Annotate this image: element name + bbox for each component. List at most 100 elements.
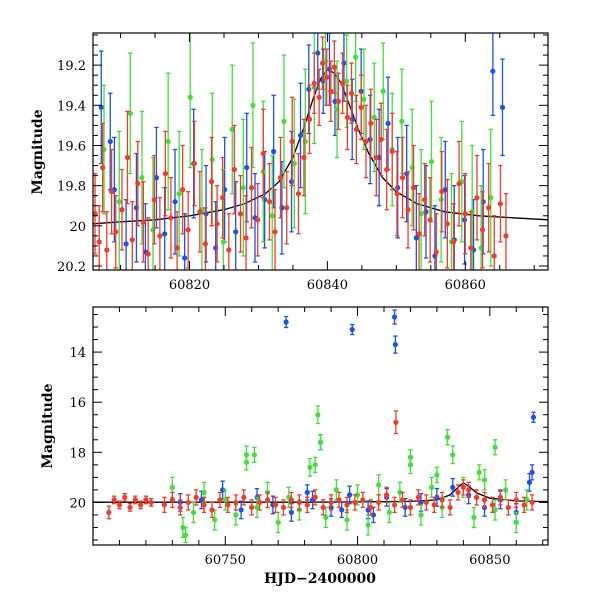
- data-point: [491, 253, 497, 259]
- data-point: [208, 179, 215, 185]
- data-point: [165, 138, 171, 145]
- data-point: [328, 88, 334, 94]
- data-point: [312, 494, 318, 500]
- data-point: [123, 241, 129, 247]
- data-point: [490, 68, 496, 74]
- data-point: [513, 519, 519, 526]
- top-panel-zoom-plot: 60820 60840 60860 19.2 19.4 19.6 19.8 20 20.2 Ma…: [30, 32, 549, 293]
- data-point: [275, 519, 281, 526]
- data-point: [344, 502, 350, 508]
- data-point: [148, 499, 154, 506]
- data-point: [402, 504, 408, 511]
- data-point: [323, 514, 329, 521]
- data-point: [168, 215, 174, 221]
- data-point: [169, 484, 175, 490]
- data-point: [161, 502, 168, 508]
- data-point: [190, 509, 197, 516]
- data-point: [320, 504, 326, 511]
- data-point: [244, 164, 250, 171]
- data-point: [386, 509, 392, 516]
- data-point: [444, 221, 450, 227]
- data-point: [243, 235, 249, 241]
- data-point: [111, 497, 117, 503]
- bottom-y-axis-label: Magnitude: [40, 383, 56, 468]
- data-point: [127, 504, 133, 511]
- data-point: [197, 209, 203, 215]
- data-point: [202, 241, 208, 247]
- data-point: [503, 487, 509, 493]
- data-point: [151, 197, 157, 203]
- data-point: [281, 118, 287, 124]
- data-point: [489, 502, 496, 508]
- data-point: [481, 477, 488, 483]
- data-point: [423, 499, 429, 506]
- data-point: [233, 512, 239, 518]
- data-point: [521, 502, 527, 508]
- data-point: [418, 512, 424, 518]
- data-point: [384, 492, 390, 498]
- data-point: [116, 199, 122, 205]
- data-point: [217, 497, 223, 503]
- data-point: [349, 116, 355, 122]
- data-point: [349, 326, 355, 333]
- data-point: [185, 499, 191, 506]
- data-point: [410, 185, 417, 191]
- data-point: [499, 104, 506, 110]
- data-point: [119, 207, 125, 213]
- data-point: [319, 60, 326, 66]
- series-1: [101, 33, 494, 270]
- data-point: [251, 452, 257, 458]
- data-point: [248, 185, 255, 191]
- data-point: [297, 132, 304, 139]
- data-point: [373, 154, 379, 161]
- data-point: [296, 499, 302, 506]
- y-tick-label: 19.4: [57, 99, 86, 114]
- data-point: [486, 205, 492, 211]
- bottom-panel-full-plot: 60750 60800 60850 14 16 18 20 Magnitude HJD−24…: [40, 306, 549, 587]
- data-point: [180, 524, 186, 531]
- series-1: [169, 405, 530, 544]
- data-point: [397, 489, 403, 495]
- data-point: [295, 191, 302, 197]
- data-point: [344, 78, 350, 84]
- data-point: [394, 191, 400, 197]
- data-point: [162, 170, 168, 177]
- data-point: [348, 90, 355, 96]
- data-point: [214, 221, 220, 227]
- data-point: [513, 497, 519, 503]
- data-point: [271, 148, 277, 155]
- data-point: [461, 217, 468, 223]
- data-point: [434, 494, 440, 500]
- data-point: [450, 239, 457, 245]
- data-point: [201, 489, 207, 495]
- data-point: [225, 502, 231, 508]
- data-point: [361, 96, 367, 102]
- data-point: [264, 497, 271, 503]
- data-point: [304, 502, 310, 508]
- bottom-axes: 60750 60800 60850 14 16 18 20: [69, 307, 548, 568]
- data-point: [306, 116, 313, 122]
- data-point: [100, 164, 106, 171]
- data-point: [116, 502, 123, 508]
- data-point: [353, 126, 359, 133]
- data-point: [418, 499, 424, 506]
- data-point: [185, 227, 191, 233]
- data-point: [176, 191, 182, 197]
- data-point: [96, 239, 102, 245]
- data-point: [222, 497, 228, 503]
- data-point: [529, 499, 535, 506]
- y-tick-label: 20: [69, 496, 86, 511]
- bottom-plot-frame: [92, 306, 549, 546]
- data-point: [129, 237, 135, 243]
- data-point: [339, 80, 346, 86]
- data-point: [524, 497, 530, 503]
- data-point: [466, 487, 472, 493]
- data-point: [391, 502, 398, 508]
- data-point: [371, 114, 377, 120]
- data-point: [255, 217, 261, 223]
- data-point: [455, 489, 461, 495]
- data-point: [474, 195, 480, 201]
- data-point: [233, 499, 239, 506]
- data-point: [132, 497, 138, 503]
